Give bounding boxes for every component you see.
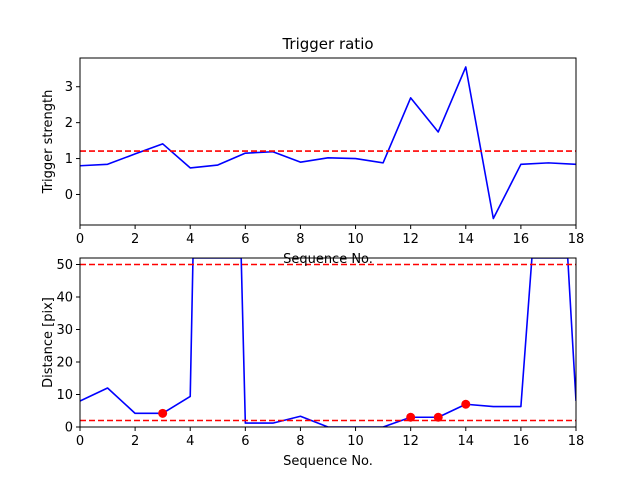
panel2-y-tick-label: 40 [56, 291, 73, 306]
panel2-plot-content [80, 258, 576, 427]
panel1-chart-title: Trigger ratio [281, 35, 373, 53]
panel2-marker-point [433, 412, 443, 422]
panel1-y-tick-label: 1 [65, 152, 73, 167]
panel1-x-tick-label: 0 [76, 232, 84, 247]
panel1-x-tick-label: 4 [186, 232, 194, 247]
panel1-x-tick-label: 8 [296, 232, 304, 247]
panel1-y-tick-label: 2 [65, 116, 73, 131]
panel2-y-tick-label: 20 [56, 356, 73, 371]
panel2-x-tick-label: 12 [402, 434, 419, 449]
panel1-x-tick-label: 14 [458, 232, 475, 247]
panel2-y-axis-label: Distance [pix] [41, 297, 56, 388]
panel2-x-tick-label: 10 [347, 434, 364, 449]
panel2-marker-point [158, 408, 168, 418]
panel2-marker-point [461, 399, 471, 409]
panel1-y-tick-label: 3 [65, 80, 73, 95]
panel2-y-tick-label: 0 [65, 421, 73, 436]
panel1-x-tick-label: 12 [402, 232, 419, 247]
panel2-x-tick-label: 6 [241, 434, 249, 449]
panel2-x-axis-label: Sequence No. [283, 454, 373, 469]
panel2-x-tick-label: 8 [296, 434, 304, 449]
panel1-y-axis-label: Trigger strength [41, 90, 56, 195]
panel2-marker-point [406, 412, 416, 422]
panel1-x-tick-label: 18 [568, 232, 585, 247]
panel2-group: 0 2 4 6 8 10 12 14 16 18 0 10 20 30 40 50 Sequence No. Di… [41, 257, 585, 469]
panel1-x-tick-label: 6 [241, 232, 249, 247]
panel2-x-tick-label: 14 [458, 434, 475, 449]
panel2-series-line-0 [80, 258, 576, 427]
panel2-axes-frame [79, 257, 577, 428]
panel1-x-tick-label: 2 [131, 232, 139, 247]
panel1-x-tick-label: 16 [513, 232, 530, 247]
panel1-series-line-0 [80, 66, 576, 220]
panel1-plot-content [80, 66, 576, 220]
panel2-x-tick-label: 16 [513, 434, 530, 449]
panel1-plot-area [80, 58, 576, 225]
panel2-x-tick-label: 0 [76, 434, 84, 449]
panel2-x-tick-label: 18 [568, 434, 585, 449]
panel2-plot-area [80, 258, 576, 427]
panel1-x-tick-label: 10 [347, 232, 364, 247]
panel2-y-tick-label: 30 [56, 323, 73, 338]
panel2-x-tick-label: 4 [186, 434, 194, 449]
panel2-x-tick-label: 2 [131, 434, 139, 449]
panel1-y-tick-label: 0 [65, 188, 73, 203]
panel1-axes-frame [79, 57, 577, 226]
panel2-y-tick-label: 10 [56, 388, 73, 403]
panel2-y-tick-label: 50 [56, 258, 73, 273]
panel1-x-axis-label: Sequence No. [283, 252, 373, 267]
